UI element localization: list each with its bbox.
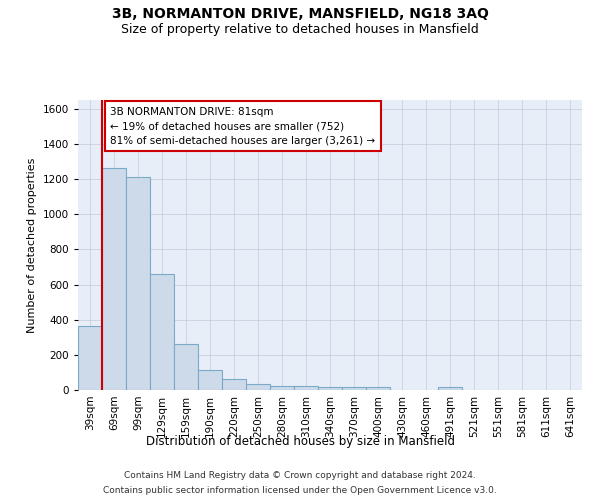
Bar bbox=[103, 168, 125, 390]
Text: 3B, NORMANTON DRIVE, MANSFIELD, NG18 3AQ: 3B, NORMANTON DRIVE, MANSFIELD, NG18 3AQ bbox=[112, 8, 488, 22]
Text: Distribution of detached houses by size in Mansfield: Distribution of detached houses by size … bbox=[146, 435, 455, 448]
Bar bbox=[79, 326, 101, 390]
Text: Contains HM Land Registry data © Crown copyright and database right 2024.: Contains HM Land Registry data © Crown c… bbox=[124, 471, 476, 480]
Bar bbox=[319, 388, 341, 390]
Bar bbox=[439, 388, 461, 390]
Bar bbox=[175, 344, 197, 390]
Bar bbox=[295, 386, 317, 390]
Bar bbox=[343, 388, 365, 390]
Text: Size of property relative to detached houses in Mansfield: Size of property relative to detached ho… bbox=[121, 22, 479, 36]
Bar bbox=[199, 370, 221, 390]
Bar bbox=[223, 378, 245, 390]
Bar bbox=[367, 388, 389, 390]
Bar bbox=[247, 384, 269, 390]
Bar bbox=[151, 274, 173, 390]
Bar bbox=[271, 386, 293, 390]
Y-axis label: Number of detached properties: Number of detached properties bbox=[27, 158, 37, 332]
Bar bbox=[127, 178, 149, 390]
Text: 3B NORMANTON DRIVE: 81sqm
← 19% of detached houses are smaller (752)
81% of semi: 3B NORMANTON DRIVE: 81sqm ← 19% of detac… bbox=[110, 106, 376, 146]
Text: Contains public sector information licensed under the Open Government Licence v3: Contains public sector information licen… bbox=[103, 486, 497, 495]
